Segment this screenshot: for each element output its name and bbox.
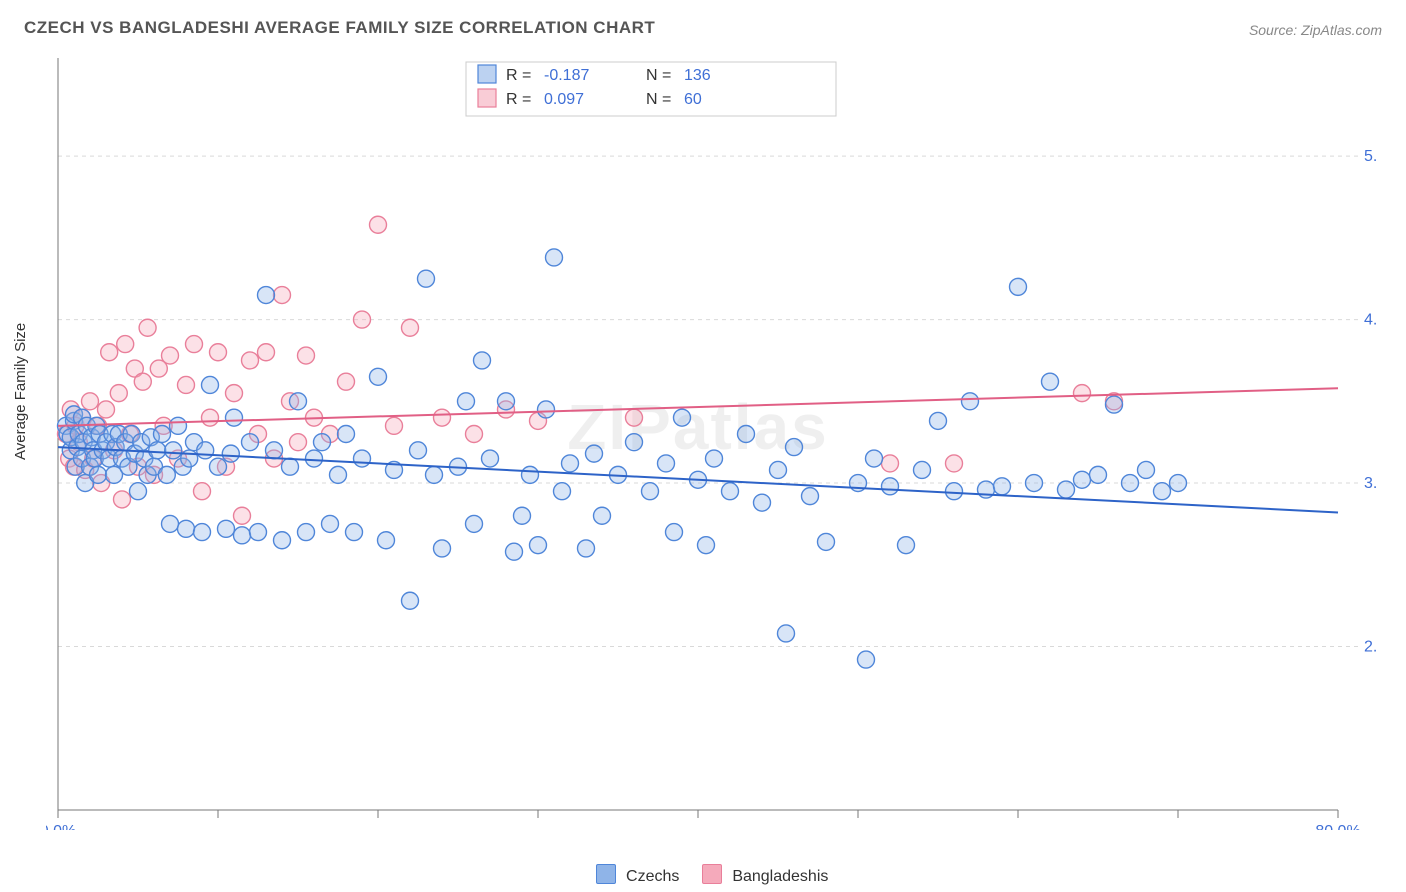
svg-text:N =: N = [646,67,671,84]
legend-label-bangladeshis: Bangladeshis [732,868,828,885]
svg-text:136: 136 [684,67,711,84]
svg-text:4.00: 4.00 [1364,312,1376,329]
svg-text:0.0%: 0.0% [46,823,76,830]
svg-text:80.0%: 80.0% [1315,823,1360,830]
svg-text:2.00: 2.00 [1364,639,1376,656]
svg-text:R =: R = [506,91,531,108]
svg-text:-0.187: -0.187 [544,67,589,84]
svg-text:R =: R = [506,67,531,84]
legend-swatch-bangladeshis [702,864,722,884]
bottom-legend: Czechs Bangladeshis [0,864,1406,886]
y-axis-label: Average Family Size [12,323,29,460]
svg-text:N =: N = [646,91,671,108]
svg-text:0.097: 0.097 [544,91,584,108]
legend-swatch-czechs [596,864,616,884]
source-label: Source: [1249,22,1297,38]
chart-area: 2.003.004.005.000.0%80.0%ZIPatlasR =-0.1… [46,50,1376,830]
svg-text:3.00: 3.00 [1364,475,1376,492]
svg-text:60: 60 [684,91,702,108]
scatter-chart-svg: 2.003.004.005.000.0%80.0%ZIPatlasR =-0.1… [46,50,1376,830]
legend-label-czechs: Czechs [626,868,679,885]
svg-text:5.00: 5.00 [1364,148,1376,165]
source-attribution: Source: ZipAtlas.com [1249,22,1382,38]
chart-title: CZECH VS BANGLADESHI AVERAGE FAMILY SIZE… [24,18,655,38]
source-value: ZipAtlas.com [1301,22,1382,38]
